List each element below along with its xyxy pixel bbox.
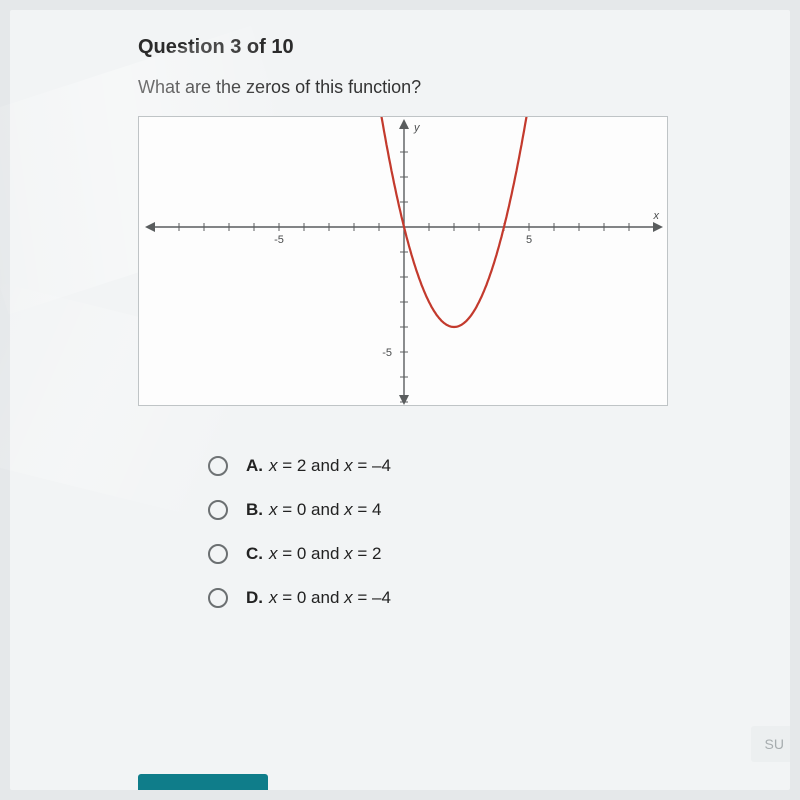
svg-text:y: y	[413, 122, 421, 134]
radio-icon[interactable]	[208, 500, 228, 520]
answer-option-c[interactable]: C.x = 0 and x = 2	[208, 544, 790, 564]
answer-text: D.x = 0 and x = –4	[246, 588, 391, 608]
answer-text: A.x = 2 and x = –4	[246, 456, 391, 476]
answer-text: C.x = 0 and x = 2	[246, 544, 381, 564]
radio-icon[interactable]	[208, 456, 228, 476]
answer-text: B.x = 0 and x = 4	[246, 500, 381, 520]
answer-list: A.x = 2 and x = –4 B.x = 0 and x = 4 C.x =…	[138, 456, 790, 608]
question-prompt: What are the zeros of this function?	[138, 77, 790, 98]
answer-option-d[interactable]: D.x = 0 and x = –4	[208, 588, 790, 608]
nav-button[interactable]	[138, 774, 268, 790]
svg-text:-5: -5	[274, 234, 284, 246]
svg-text:5: 5	[526, 234, 532, 246]
question-card: Question 3 of 10 What are the zeros of t…	[10, 10, 790, 790]
svg-text:x: x	[653, 210, 660, 222]
answer-option-b[interactable]: B.x = 0 and x = 4	[208, 500, 790, 520]
question-number: Question 3 of 10	[138, 36, 790, 59]
svg-text:-5: -5	[382, 347, 392, 359]
radio-icon[interactable]	[208, 588, 228, 608]
radio-icon[interactable]	[208, 544, 228, 564]
chart-svg: 5 -5 -5 y x	[139, 117, 669, 407]
function-graph: 5 -5 -5 y x	[138, 116, 668, 406]
submit-button[interactable]: SU	[751, 726, 790, 762]
answer-option-a[interactable]: A.x = 2 and x = –4	[208, 456, 790, 476]
